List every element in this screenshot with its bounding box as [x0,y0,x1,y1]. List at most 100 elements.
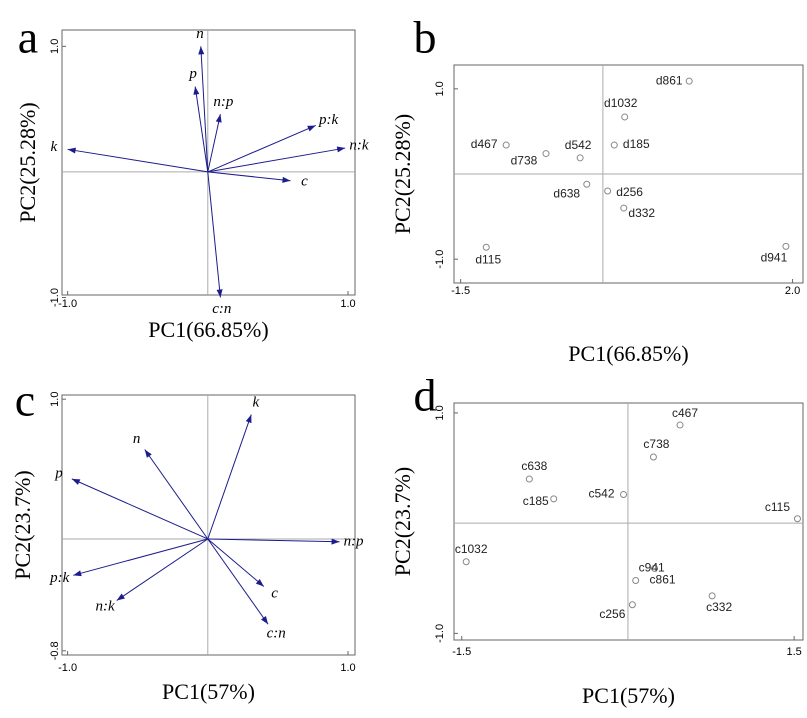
y-tick-label: -1.0 [49,288,61,307]
arrow-head [336,146,346,153]
x-axis-label: PC1(57%) [162,679,255,704]
point [482,243,490,251]
vector-label: p:k [318,112,338,128]
loading-vector [207,171,221,298]
arrow-head [331,538,340,545]
arrow-head [144,449,152,458]
arrow-head [307,125,316,132]
point [502,141,510,149]
x-axis-label: PC1(66.85%) [148,317,268,342]
loading-vector [116,538,209,601]
point-label: d256 [616,185,643,199]
point-label: d738 [511,154,538,168]
point-label: c332 [706,600,732,614]
y-axis-label: PC2(25.28%) [390,114,415,234]
point [525,475,533,483]
point-label: c467 [672,406,698,420]
loading-vector [71,478,209,540]
arrow-head [282,176,291,183]
loading-vector [207,114,221,173]
vector-label: p:k [49,570,69,586]
point [604,187,612,195]
vector-label: n:p [213,94,233,110]
arrow-head [255,579,264,587]
loading-vector [73,538,208,576]
point-label: c861 [650,573,676,587]
point [550,495,558,503]
y-tick-label: -1.0 [434,250,446,269]
loading-vector [144,449,209,540]
panel-letter: c [15,375,35,426]
y-tick-label: -0.8 [49,641,61,660]
loading-vector [67,148,208,173]
loading-vector [207,124,316,173]
point-label: d1032 [604,96,638,110]
loading-vector [200,46,209,172]
point-label: d861 [656,73,683,87]
vector-label: c:n [267,625,286,641]
loading-vector [194,86,209,172]
vector-label: k [253,395,260,411]
x-tick-label: -1.5 [451,285,470,297]
point [649,453,657,461]
point-label: c185 [523,494,549,508]
y-tick-label: 1.0 [49,39,61,54]
point-label: c1032 [455,542,488,556]
y-tick-label: 1.0 [49,392,61,407]
x-tick-label: 1.0 [340,298,355,310]
vector-label: n [133,431,141,447]
arrow-head [67,147,76,154]
vector-label: n:p [344,533,364,549]
arrow-head [215,114,222,123]
point [583,180,591,188]
plot-frame [61,394,356,656]
point [621,113,629,121]
point [620,490,628,498]
point [610,141,618,149]
panel-letter: d [414,370,437,421]
loading-vector [207,147,346,173]
point-label: c638 [521,459,547,473]
point [685,77,693,85]
vector-label: n:k [349,137,368,153]
point-label: d941 [761,251,788,265]
point-label: d542 [565,138,592,152]
y-tick-label: 1.0 [434,405,446,420]
y-axis-label: PC2(23.7%) [10,470,35,579]
point [708,592,716,600]
loading-vector [207,538,265,587]
arrow-head [198,46,205,55]
plot-frame [61,29,356,296]
point [620,204,628,212]
x-tick-label: -1.0 [58,298,77,310]
x-tick-label: 1.5 [786,646,801,658]
point-label: d332 [628,206,655,220]
loading-vector [207,538,269,625]
point-label: d115 [475,252,501,266]
point [793,515,801,523]
point-label: c256 [599,607,625,621]
y-axis-label: PC2(25.28%) [15,102,40,222]
arrow-head [261,615,269,625]
loading-vector [207,171,291,182]
point [632,576,640,584]
x-tick-label: 1.0 [340,662,355,674]
panel-letter: b [414,12,437,63]
vector-label: k [50,139,57,155]
arrow-head [73,570,82,577]
point-label: c542 [588,487,614,501]
point-label: c115 [765,500,790,514]
x-axis-label: PC1(66.85%) [568,341,688,366]
point [462,558,470,566]
plot-frame [453,402,804,641]
point-label: d638 [553,186,580,200]
arrow-head [193,86,200,95]
arrow-head [71,478,81,485]
x-tick-label: -1.0 [58,662,77,674]
y-axis-label: PC2(23.7%) [390,467,415,576]
panel-letter: a [18,12,38,63]
vector-label: p [188,66,197,82]
x-tick-label: 2.0 [785,285,800,297]
point-label: c738 [643,437,669,451]
